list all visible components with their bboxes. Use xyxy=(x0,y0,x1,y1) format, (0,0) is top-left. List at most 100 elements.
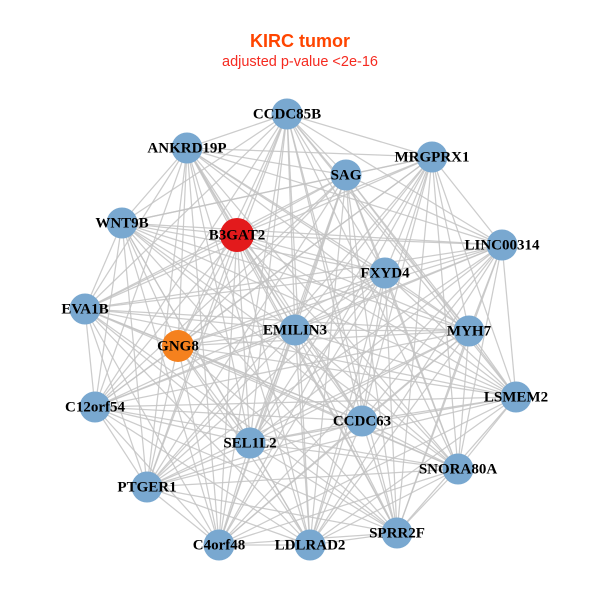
edge-C12orf54-LDLRAD2 xyxy=(94,406,311,546)
edge-EMILIN3-GNG8 xyxy=(177,329,296,347)
edge-B3GAT2-SNORA80A xyxy=(236,234,459,470)
node-EMILIN3 xyxy=(279,314,311,346)
node-label-LINC00314: LINC00314 xyxy=(464,237,540,253)
edge-CCDC63-SPRR2F xyxy=(361,420,398,534)
edge-MRGPRX1-EMILIN3 xyxy=(294,156,433,331)
edge-C12orf54-CCDC63 xyxy=(94,406,363,422)
edge-CCDC85B-C12orf54 xyxy=(94,113,288,408)
node-label-CCDC85B: CCDC85B xyxy=(253,106,321,122)
edge-SEL1L2-SNORA80A xyxy=(249,442,459,470)
node-label-FXYD4: FXYD4 xyxy=(360,265,410,281)
node-label-GNG8: GNG8 xyxy=(157,338,199,354)
edge-WNT9B-EMILIN3 xyxy=(121,222,296,331)
node-label-PTGER1: PTGER1 xyxy=(117,479,176,495)
node-SNORA80A xyxy=(442,453,474,485)
node-ANKRD19P xyxy=(171,132,203,164)
edge-FXYD4-LDLRAD2 xyxy=(309,272,386,546)
edge-SEL1L2-C4orf48 xyxy=(218,442,251,546)
edge-GNG8-C12orf54 xyxy=(94,345,179,408)
node-label-CCDC63: CCDC63 xyxy=(333,413,391,429)
edge-CCDC63-LDLRAD2 xyxy=(309,420,363,546)
edge-CCDC63-SNORA80A xyxy=(361,420,459,470)
nodes-layer xyxy=(69,98,532,561)
edge-GNG8-LSMEM2 xyxy=(177,345,517,398)
edge-EVA1B-PTGER1 xyxy=(84,308,148,488)
edge-ANKRD19P-SAG xyxy=(186,147,347,176)
edge-CCDC85B-MRGPRX1 xyxy=(286,113,433,158)
node-MYH7 xyxy=(453,315,485,347)
edge-SEL1L2-SPRR2F xyxy=(249,442,398,534)
node-EVA1B xyxy=(69,293,101,325)
edge-MRGPRX1-LINC00314 xyxy=(431,156,503,246)
edge-CCDC85B-LINC00314 xyxy=(286,113,503,246)
edge-EVA1B-SPRR2F xyxy=(84,308,398,534)
edge-EVA1B-EMILIN3 xyxy=(84,308,296,331)
edge-FXYD4-SEL1L2 xyxy=(249,272,386,444)
edge-PTGER1-SPRR2F xyxy=(146,486,398,534)
node-FXYD4 xyxy=(369,257,401,289)
edge-ANKRD19P-MRGPRX1 xyxy=(186,147,433,158)
edge-LINC00314-LSMEM2 xyxy=(501,244,517,398)
node-SPRR2F xyxy=(381,517,413,549)
edge-EMILIN3-SEL1L2 xyxy=(249,329,296,444)
edge-WNT9B-B3GAT2 xyxy=(121,222,238,236)
node-label-WNT9B: WNT9B xyxy=(95,215,148,231)
node-label-ANKRD19P: ANKRD19P xyxy=(147,140,226,156)
edge-EMILIN3-MYH7 xyxy=(294,329,470,332)
edge-GNG8-SEL1L2 xyxy=(177,345,251,444)
edge-PTGER1-LDLRAD2 xyxy=(146,486,311,546)
edge-MRGPRX1-B3GAT2 xyxy=(236,156,433,236)
edge-SNORA80A-C4orf48 xyxy=(218,468,459,546)
edge-CCDC85B-C4orf48 xyxy=(218,113,288,546)
edge-FXYD4-GNG8 xyxy=(177,272,386,347)
edge-WNT9B-PTGER1 xyxy=(121,222,148,488)
edge-LSMEM2-SEL1L2 xyxy=(249,396,517,444)
edge-LINC00314-C4orf48 xyxy=(218,244,503,546)
node-CCDC63 xyxy=(346,405,378,437)
edge-MRGPRX1-EVA1B xyxy=(84,156,433,310)
node-label-C12orf54: C12orf54 xyxy=(65,399,125,415)
node-C12orf54 xyxy=(79,391,111,423)
edge-C12orf54-SEL1L2 xyxy=(94,406,251,444)
edge-MRGPRX1-SEL1L2 xyxy=(249,156,433,444)
edge-MRGPRX1-SPRR2F xyxy=(396,156,433,534)
edge-MRGPRX1-LSMEM2 xyxy=(431,156,517,398)
node-CCDC85B xyxy=(271,98,303,130)
node-PTGER1 xyxy=(131,471,163,503)
edge-LSMEM2-C4orf48 xyxy=(218,396,517,546)
edge-ANKRD19P-SNORA80A xyxy=(186,147,459,470)
edge-SAG-LINC00314 xyxy=(345,174,503,246)
edge-C12orf54-SPRR2F xyxy=(94,406,398,534)
edge-B3GAT2-C12orf54 xyxy=(94,234,238,408)
node-SEL1L2 xyxy=(234,427,266,459)
edge-ANKRD19P-C12orf54 xyxy=(94,147,188,408)
node-label-B3GAT2: B3GAT2 xyxy=(209,227,265,243)
edge-FXYD4-C12orf54 xyxy=(94,272,386,408)
edge-ANKRD19P-MYH7 xyxy=(186,147,470,332)
edge-MYH7-PTGER1 xyxy=(146,330,470,488)
edge-EVA1B-SEL1L2 xyxy=(84,308,251,444)
edge-LINC00314-FXYD4 xyxy=(384,244,503,274)
node-label-SNORA80A: SNORA80A xyxy=(419,461,498,477)
node-label-EMILIN3: EMILIN3 xyxy=(263,322,327,338)
edge-FXYD4-CCDC63 xyxy=(361,272,386,422)
node-label-SEL1L2: SEL1L2 xyxy=(223,435,276,451)
edge-MYH7-LDLRAD2 xyxy=(309,330,470,546)
edge-LINC00314-LDLRAD2 xyxy=(309,244,503,546)
edge-SNORA80A-LDLRAD2 xyxy=(309,468,459,546)
edge-EVA1B-LSMEM2 xyxy=(84,308,517,398)
edge-WNT9B-EVA1B xyxy=(84,222,123,310)
edge-LINC00314-SEL1L2 xyxy=(249,244,503,444)
edge-SEL1L2-LDLRAD2 xyxy=(249,442,311,546)
node-label-C4orf48: C4orf48 xyxy=(193,537,246,553)
edge-LSMEM2-PTGER1 xyxy=(146,396,517,488)
edge-ANKRD19P-SEL1L2 xyxy=(186,147,251,444)
edge-C12orf54-LSMEM2 xyxy=(94,396,517,408)
edge-EVA1B-C4orf48 xyxy=(84,308,220,546)
edge-EMILIN3-PTGER1 xyxy=(146,329,296,488)
edge-CCDC85B-CCDC63 xyxy=(286,113,363,422)
edge-MRGPRX1-MYH7 xyxy=(431,156,470,332)
edge-B3GAT2-EMILIN3 xyxy=(236,234,296,331)
edge-LINC00314-GNG8 xyxy=(177,244,503,347)
